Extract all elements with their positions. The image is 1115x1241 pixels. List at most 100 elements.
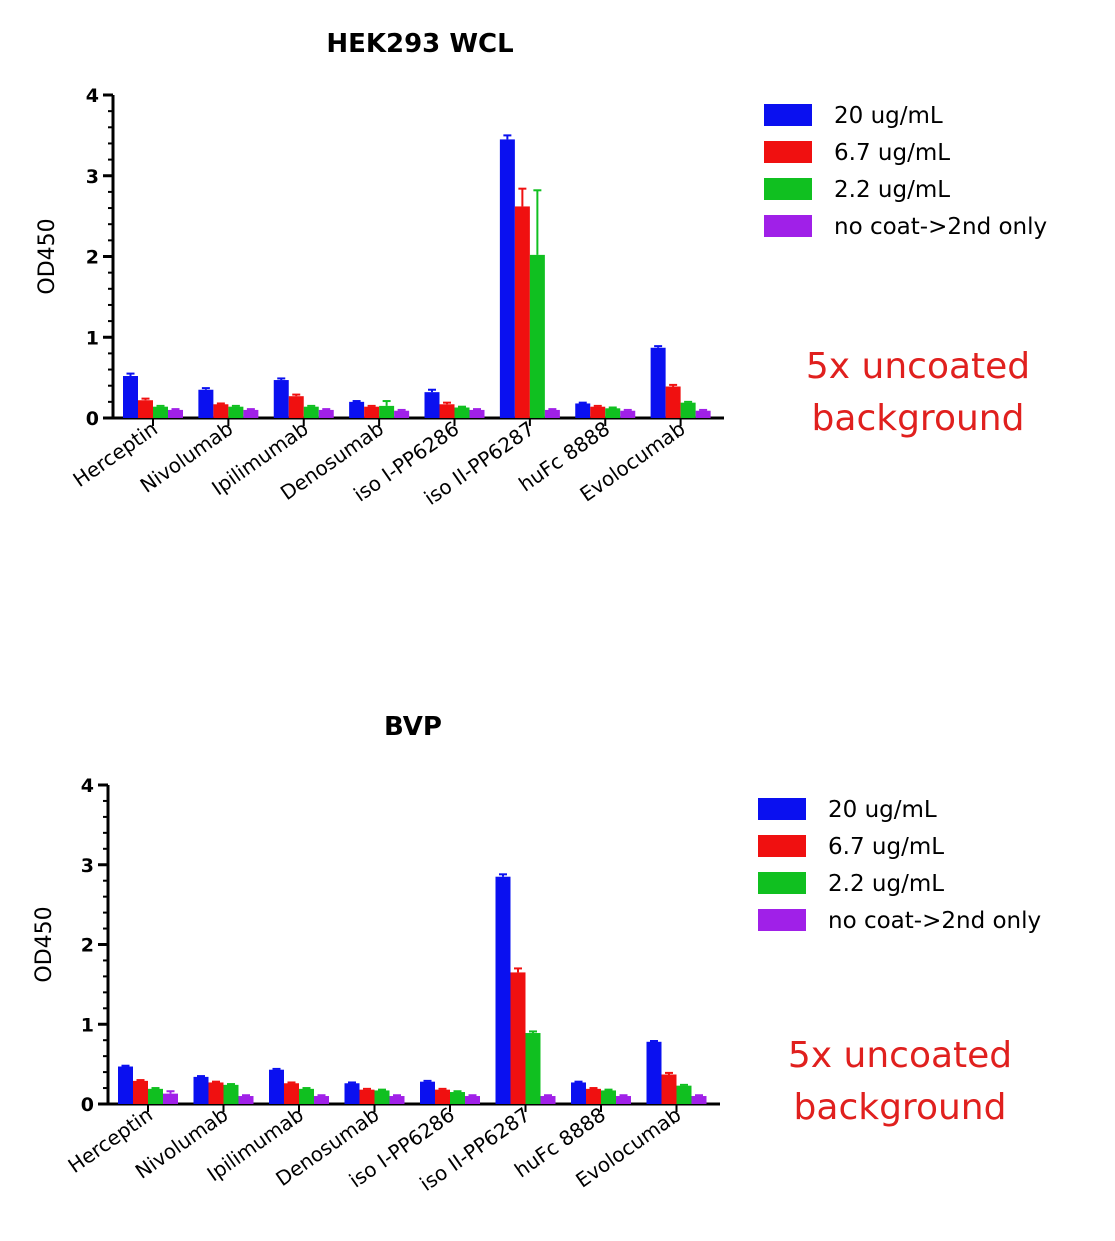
bar: [213, 404, 229, 418]
bar: [168, 409, 183, 418]
legend-label: 20 ug/mL: [828, 797, 937, 823]
bar: [163, 1093, 178, 1104]
bar: [238, 1096, 254, 1104]
legend-label: 2.2 ug/mL: [834, 177, 950, 203]
y-tick-label: 3: [81, 855, 94, 877]
bar: [691, 1096, 707, 1104]
bar: [665, 386, 681, 418]
y-tick-label: 0: [81, 1094, 94, 1116]
bar: [379, 405, 395, 418]
bar: [571, 1082, 586, 1104]
bar: [540, 1096, 556, 1104]
legend-label: no coat->2nd only: [834, 214, 1047, 240]
bar: [661, 1074, 677, 1104]
legend-label: 6.7 ug/mL: [834, 140, 950, 166]
bar: [273, 380, 289, 418]
bar: [575, 403, 591, 418]
bar: [450, 1092, 465, 1104]
annotation-text: background: [794, 1087, 1007, 1128]
bar: [318, 409, 334, 418]
bar: [510, 972, 526, 1104]
bar: [514, 206, 530, 418]
legend-label: no coat->2nd only: [828, 908, 1041, 934]
bar: [133, 1080, 148, 1104]
legend-label: 20 ug/mL: [834, 103, 943, 129]
legend-swatch: [764, 104, 812, 126]
bar: [123, 376, 138, 418]
bar: [284, 1083, 299, 1104]
legend-swatch: [758, 909, 806, 931]
bar: [439, 404, 455, 418]
y-tick-label: 1: [86, 327, 99, 349]
legend-swatch: [764, 141, 812, 163]
annotation-text: background: [812, 398, 1025, 439]
bar: [344, 1083, 360, 1104]
bar: [495, 876, 511, 1104]
bar: [243, 409, 259, 418]
y-tick-label: 0: [86, 408, 99, 430]
bar: [389, 1096, 405, 1104]
legend-label: 2.2 ug/mL: [828, 871, 944, 897]
y-tick-label: 2: [86, 247, 99, 269]
bar: [616, 1096, 631, 1104]
bar: [153, 406, 168, 418]
bar: [288, 396, 304, 418]
bar: [590, 406, 606, 418]
bar: [680, 402, 696, 418]
bar: [454, 407, 470, 418]
bar: [469, 409, 485, 418]
y-tick-label: 1: [81, 1014, 94, 1036]
chart-panel-bvp: BVP OD450 0 1 2 3 4 Herceptin Nivolumab Ipilimuma…: [0, 620, 1115, 1241]
bar: [586, 1088, 601, 1104]
chart-title: BVP: [384, 712, 442, 742]
bar-chart-hek293-wcl: HEK293 WCLOD45001234HerceptinNivolumabIp…: [35, 29, 1047, 510]
bar: [364, 406, 380, 418]
bar: [314, 1096, 329, 1104]
y-axis-label: OD450: [32, 906, 57, 982]
bar: [374, 1090, 390, 1104]
bar: [223, 1084, 239, 1104]
bar: [349, 401, 365, 418]
annotation-text: 5x uncoated: [788, 1035, 1012, 1076]
y-tick-label: 3: [86, 166, 99, 188]
bar: [299, 1088, 314, 1104]
bar: [499, 139, 515, 418]
bar: [695, 410, 711, 418]
bar: [529, 254, 545, 418]
bar: [269, 1069, 284, 1104]
bar: [359, 1089, 375, 1104]
bar: [605, 408, 621, 418]
bar: [620, 410, 636, 418]
legend-swatch: [758, 798, 806, 820]
bar: [198, 389, 214, 418]
bar: [424, 392, 440, 418]
bar-chart-bvp: BVPOD45001234HerceptinNivolumabIpilimuma…: [32, 712, 1041, 1196]
bar: [435, 1089, 450, 1104]
y-tick-label: 4: [86, 85, 99, 107]
y-tick-label: 2: [81, 935, 94, 957]
bar: [303, 406, 319, 418]
bar: [193, 1076, 209, 1104]
bar: [394, 410, 410, 418]
chart-panel-hek293-wcl: HEK293 WCL OD450 0 1 2 3 4 Herceptin Nivolumab Ip…: [0, 0, 1115, 620]
bar: [646, 1041, 662, 1104]
bar: [676, 1085, 692, 1104]
y-tick-label: 4: [81, 775, 94, 797]
bar: [525, 1033, 541, 1104]
annotation-text: 5x uncoated: [806, 346, 1030, 387]
bar: [650, 347, 666, 418]
legend-swatch: [758, 872, 806, 894]
legend-swatch: [764, 215, 812, 237]
bar: [228, 406, 244, 418]
bar: [420, 1081, 435, 1104]
legend-swatch: [764, 178, 812, 200]
bar: [465, 1096, 480, 1104]
bar: [601, 1090, 616, 1104]
y-axis-label: OD450: [35, 218, 60, 294]
bar: [544, 409, 560, 418]
bar: [118, 1066, 133, 1104]
bar: [208, 1082, 224, 1104]
bar: [148, 1088, 163, 1104]
legend-swatch: [758, 835, 806, 857]
bar: [138, 400, 153, 418]
